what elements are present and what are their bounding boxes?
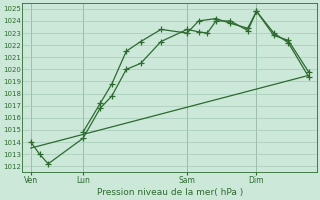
X-axis label: Pression niveau de la mer( hPa ): Pression niveau de la mer( hPa ) — [97, 188, 243, 197]
